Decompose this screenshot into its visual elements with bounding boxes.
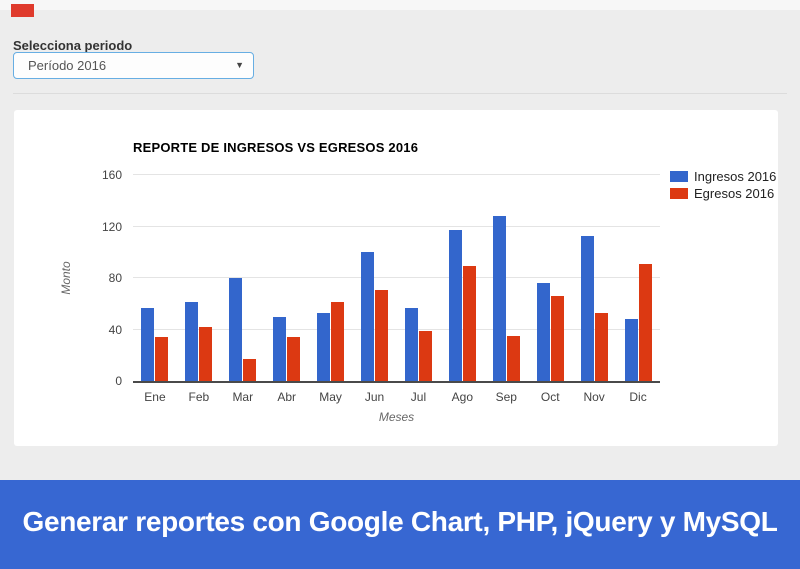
bar-ingresos-mar — [229, 278, 243, 381]
period-select[interactable]: Período 2016 ▼ — [13, 52, 254, 79]
bar-group-dic — [616, 175, 660, 381]
bar-group-ene — [133, 175, 177, 381]
period-select-value: Período 2016 — [28, 58, 107, 73]
bar-group-nov — [572, 175, 616, 381]
bar-egresos-ene — [155, 337, 169, 381]
bar-egresos-nov — [594, 312, 608, 381]
bar-ingresos-oct — [536, 283, 550, 381]
x-tick-dic: Dic — [629, 390, 647, 404]
bar-group-sep — [484, 175, 528, 381]
bar-group-feb — [177, 175, 221, 381]
bar-ingresos-feb — [185, 302, 199, 381]
top-strip — [0, 0, 800, 10]
bar-egresos-feb — [199, 326, 213, 381]
bar-egresos-jul — [418, 330, 432, 381]
bar-group-oct — [528, 175, 572, 381]
x-tick-mar: Mar — [232, 390, 254, 404]
period-select-label: Selecciona periodo — [13, 38, 133, 53]
gridline-120 — [133, 225, 660, 227]
y-tick-80: 80 — [108, 271, 122, 285]
bar-egresos-abr — [287, 337, 301, 381]
y-tick-120: 120 — [101, 219, 122, 234]
bar-egresos-sep — [506, 335, 520, 381]
bar-ingresos-jul — [404, 307, 418, 381]
legend-swatch-icon — [670, 171, 688, 182]
bar-group-mar — [221, 175, 265, 381]
y-tick-40: 40 — [108, 322, 122, 337]
legend-label: Egresos 2016 — [694, 186, 775, 201]
bar-ingresos-may — [317, 312, 331, 381]
x-tick-ene: Ene — [144, 390, 166, 404]
x-tick-jul: Jul — [410, 390, 427, 404]
legend-label: Ingresos 2016 — [694, 169, 777, 184]
bar-egresos-may — [331, 302, 345, 381]
chevron-down-icon: ▼ — [235, 60, 244, 70]
bar-ingresos-dic — [624, 319, 638, 381]
x-tick-oct: Oct — [540, 390, 560, 404]
legend-item-egresos: Egresos 2016 — [670, 185, 776, 202]
chart-title: REPORTE DE INGRESOS VS EGRESOS 2016 — [133, 140, 419, 155]
gridline-160 — [133, 174, 660, 175]
plot-area: 0 40 80 120 160 Ene Feb Mar Abr May Jun Jul Ago Sep Oc… — [102, 168, 660, 404]
x-axis-title: Meses — [378, 410, 415, 424]
x-tick-sep: Sep — [495, 390, 517, 404]
bar-ingresos-ene — [141, 307, 155, 381]
x-tick-feb: Feb — [188, 390, 210, 404]
footer-title: Generar reportes con Google Chart, PHP, … — [22, 505, 778, 537]
bar-egresos-ago — [462, 266, 476, 381]
x-tick-may: May — [319, 390, 342, 404]
x-tick-jun: Jun — [364, 390, 385, 404]
bar-egresos-jun — [375, 289, 389, 381]
bar-ingresos-jun — [361, 252, 375, 381]
bar-ingresos-ago — [448, 230, 462, 381]
bar-group-ago — [440, 175, 484, 381]
bar-egresos-mar — [243, 359, 257, 381]
bar-ingresos-abr — [273, 316, 287, 381]
bar-group-jul — [397, 175, 441, 381]
bar-ingresos-sep — [492, 216, 506, 381]
legend-item-ingresos: Ingresos 2016 — [670, 168, 776, 185]
y-tick-160: 160 — [101, 168, 122, 182]
bar-egresos-dic — [638, 263, 652, 381]
chart-card: REPORTE DE INGRESOS VS EGRESOS 2016 0 40 8… — [14, 110, 778, 446]
gridline-80 — [133, 277, 660, 278]
x-tick-nov: Nov — [583, 390, 605, 404]
red-marker — [11, 4, 34, 17]
bar-group-abr — [265, 175, 309, 381]
x-tick-ago: Ago — [451, 390, 474, 404]
legend-swatch-icon — [670, 188, 688, 199]
bar-ingresos-nov — [580, 235, 594, 381]
y-tick-0: 0 — [115, 374, 122, 388]
y-axis-title: Monto — [59, 261, 73, 295]
divider — [13, 93, 787, 94]
gridline-40 — [133, 328, 660, 330]
bar-egresos-oct — [550, 296, 564, 381]
bar-group-may — [309, 175, 353, 381]
bar-group-jun — [353, 175, 397, 381]
chart-legend: Ingresos 2016 Egresos 2016 — [670, 168, 776, 202]
x-tick-abr: Abr — [277, 390, 297, 404]
footer-banner: Generar reportes con Google Chart, PHP, … — [0, 480, 800, 569]
